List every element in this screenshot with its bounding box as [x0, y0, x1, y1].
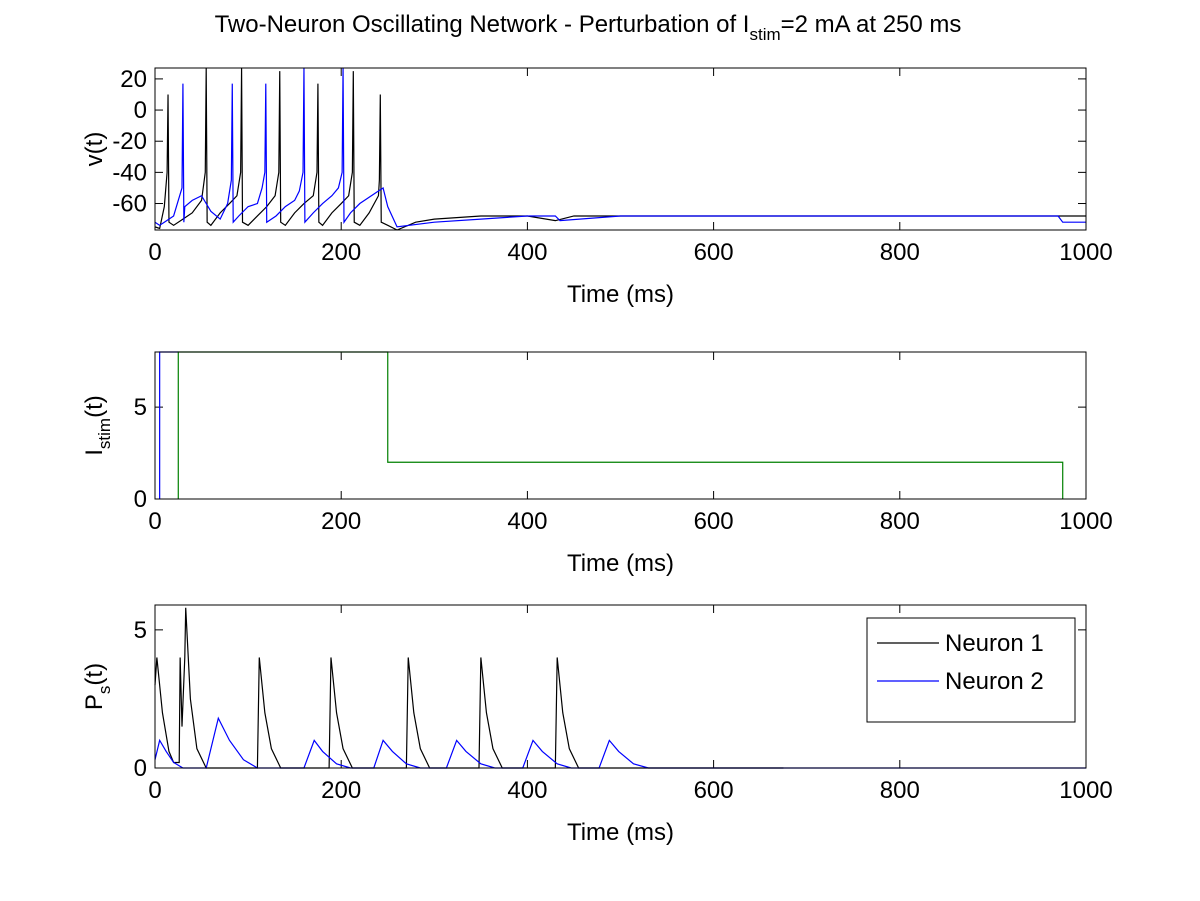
y-tick-label: 0 [134, 486, 147, 513]
y-tick-label: 0 [134, 97, 147, 124]
x-tick-label: 1000 [1059, 777, 1112, 804]
x-tick-label: 800 [880, 777, 920, 804]
data-line [154, 67, 1086, 228]
x-tick-label: 200 [321, 508, 361, 535]
x-tick-label: 200 [321, 777, 361, 804]
y-axis-label: Ps(t) [81, 663, 114, 710]
y-tick-label: 0 [134, 755, 147, 782]
x-tick-label: 600 [694, 508, 734, 535]
chart-title: Two-Neuron Oscillating Network - Perturb… [215, 11, 962, 44]
y-axis-label-suffix: (t) [81, 395, 108, 418]
y-axis-label: Istim(t) [81, 395, 114, 456]
x-tick-label: 800 [880, 508, 920, 535]
y-tick-label: 5 [134, 394, 147, 421]
data-line [177, 351, 1064, 499]
chart-title-sub: stim [749, 25, 780, 44]
y-axis-label: v(t) [81, 132, 108, 167]
x-axis-label: Time (ms) [567, 819, 674, 846]
data-line [154, 67, 1086, 231]
chart-title-main: Two-Neuron Oscillating Network - Perturb… [215, 11, 750, 38]
y-tick-label: -20 [112, 128, 147, 155]
axes-box [154, 604, 1087, 769]
y-axis-label-main: P [81, 694, 108, 710]
axes-box [154, 351, 1087, 500]
x-tick-label: 400 [507, 239, 547, 266]
y-axis-label-sub: s [95, 686, 114, 695]
x-axis-label: Time (ms) [567, 281, 674, 308]
y-axis-label-suffix: (t) [81, 663, 108, 686]
x-tick-label: 0 [148, 777, 161, 804]
y-tick-label: 20 [120, 66, 147, 93]
plot-area [155, 352, 1086, 499]
x-tick-label: 0 [148, 508, 161, 535]
x-tick-label: 400 [507, 508, 547, 535]
legend-label: Neuron 2 [945, 668, 1044, 695]
plot-area [155, 68, 1086, 230]
x-tick-label: 600 [694, 239, 734, 266]
x-tick-label: 800 [880, 239, 920, 266]
y-axis-label-sub: stim [95, 418, 114, 449]
y-tick-label: -60 [112, 191, 147, 218]
x-tick-label: 400 [507, 777, 547, 804]
x-axis-label: Time (ms) [567, 550, 674, 577]
y-tick-label: -40 [112, 159, 147, 186]
x-tick-label: 1000 [1059, 239, 1112, 266]
x-tick-label: 600 [694, 777, 734, 804]
x-tick-label: 200 [321, 239, 361, 266]
legend-label: Neuron 1 [945, 630, 1044, 657]
y-axis-label-main: I [81, 449, 108, 456]
axes-box [154, 67, 1087, 231]
legend-box [866, 617, 1076, 723]
chart-title-suffix: =2 mA at 250 ms [781, 11, 962, 38]
x-tick-label: 0 [148, 239, 161, 266]
x-tick-label: 1000 [1059, 508, 1112, 535]
y-tick-label: 5 [134, 617, 147, 644]
data-line [154, 607, 784, 769]
